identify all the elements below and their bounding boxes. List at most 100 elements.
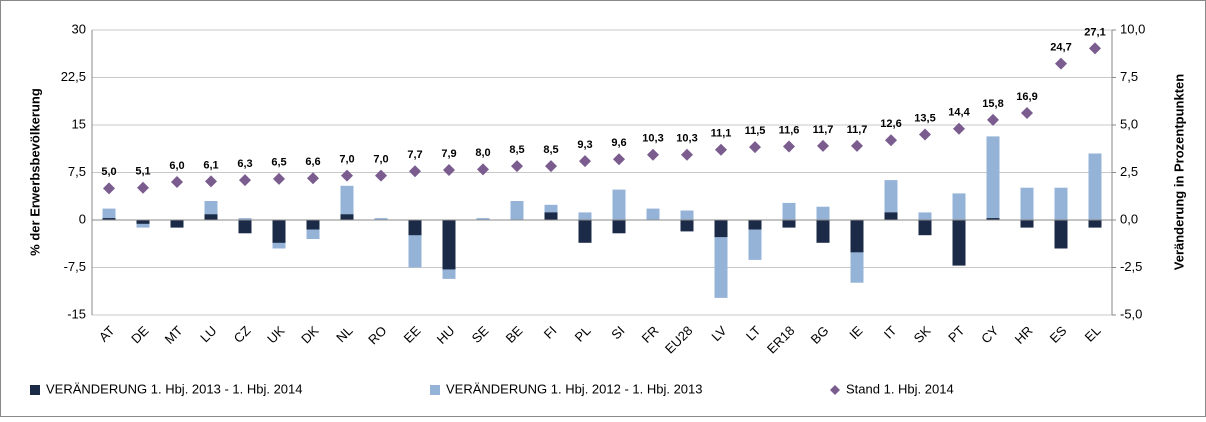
x-tick-label: NL [333, 323, 355, 345]
diamond-marker [307, 172, 319, 185]
diamond-marker [137, 181, 149, 194]
bar [748, 220, 762, 230]
data-label: 5,1 [135, 166, 150, 178]
bar [952, 193, 966, 220]
data-label: 6,5 [271, 157, 286, 169]
data-label: 14,4 [948, 107, 970, 119]
data-label: 7,9 [441, 148, 456, 160]
bar [986, 136, 1000, 220]
diamond-marker [885, 134, 897, 147]
bar [612, 220, 626, 234]
legend-label: Stand 1. Hbj. 2014 [846, 381, 954, 396]
legend-marker [30, 385, 40, 395]
x-tick-label: DK [298, 323, 322, 347]
x-tick-label: EL [1082, 323, 1104, 345]
bar [646, 208, 660, 220]
x-tick-label: UK [264, 323, 288, 347]
data-label: 8,5 [509, 144, 524, 156]
x-tick-label: FI [541, 323, 560, 342]
bar [544, 212, 558, 220]
bar [408, 220, 422, 236]
bar [578, 220, 592, 243]
data-label: 27,1 [1084, 26, 1105, 38]
diamond-marker [579, 155, 591, 168]
bar [374, 218, 388, 220]
legend-marker [830, 385, 840, 395]
bar [884, 212, 898, 220]
bar [918, 220, 932, 236]
bar [952, 220, 966, 266]
bar [238, 218, 252, 220]
diamond-marker [1055, 57, 1067, 70]
x-tick-label: SI [608, 323, 627, 342]
x-tick-label: LU [197, 323, 219, 345]
bar [1054, 220, 1068, 249]
x-tick-label: CZ [231, 323, 254, 346]
diamond-marker [613, 153, 625, 166]
diamond-marker [477, 163, 489, 176]
data-label: 6,1 [203, 159, 218, 171]
y-tick-label: 15 [72, 116, 86, 131]
x-tick-label: SE [469, 323, 492, 346]
diamond-marker [511, 160, 523, 173]
data-label: 9,3 [577, 139, 592, 151]
y-tick-label: -15 [67, 306, 86, 321]
x-tick-label: RO [365, 323, 389, 347]
x-tick-label: FR [639, 323, 662, 346]
data-label: 6,6 [305, 156, 320, 168]
y-tick-label: 0 [79, 211, 86, 226]
bar [816, 220, 830, 243]
bar [578, 212, 592, 220]
y2-tick-label: 10,0 [1120, 21, 1145, 36]
x-tick-label: EU28 [662, 323, 696, 357]
data-label: 10,3 [642, 133, 663, 145]
data-label: 13,5 [914, 112, 935, 124]
bar [340, 214, 354, 220]
diamond-marker [919, 128, 931, 141]
x-tick-label: BG [808, 323, 832, 347]
bar [102, 218, 116, 220]
diamond-marker [341, 169, 353, 182]
y2-tick-label: 2,5 [1120, 164, 1138, 179]
data-label: 24,7 [1050, 41, 1071, 53]
bar [510, 201, 524, 220]
diamond-marker [953, 122, 965, 135]
data-label: 7,7 [407, 149, 422, 161]
bar [1088, 220, 1102, 228]
diamond-marker [239, 174, 251, 187]
bar [102, 208, 116, 220]
y-tick-label: 22,5 [61, 69, 86, 84]
diamond-marker [1089, 42, 1101, 55]
data-label: 15,8 [982, 98, 1003, 110]
bar [238, 220, 252, 234]
x-tick-label: SK [911, 323, 934, 346]
legend-label: VERÄNDERUNG 1. Hbj. 2012 - 1. Hbj. 2013 [446, 381, 703, 396]
diamond-marker [205, 175, 217, 188]
bar [748, 220, 762, 260]
bar [340, 185, 354, 220]
x-tick-label: PL [572, 323, 594, 345]
bar [782, 220, 796, 228]
y2-axis-title: Veränderung in Prozentpunkten [1171, 74, 1186, 271]
x-tick-label: LT [743, 323, 764, 344]
data-label: 11,7 [813, 124, 834, 136]
x-tick-label: AT [96, 323, 118, 345]
data-label: 8,0 [475, 147, 490, 159]
x-tick-label: HU [434, 323, 458, 347]
data-label: 11,1 [711, 128, 732, 140]
data-label: 7,0 [339, 154, 354, 166]
y2-tick-label: -5,0 [1120, 306, 1142, 321]
data-label: 5,0 [101, 166, 116, 178]
diamond-marker [851, 139, 863, 152]
diamond-marker [1021, 106, 1033, 119]
diamond-marker [647, 148, 659, 161]
x-tick-label: EE [401, 323, 424, 346]
bar [884, 180, 898, 220]
data-label: 6,0 [169, 160, 184, 172]
diamond-marker [443, 163, 455, 176]
bar [1054, 187, 1068, 220]
bar [1088, 153, 1102, 220]
y2-tick-label: -2,5 [1120, 259, 1142, 274]
bar [714, 220, 728, 238]
